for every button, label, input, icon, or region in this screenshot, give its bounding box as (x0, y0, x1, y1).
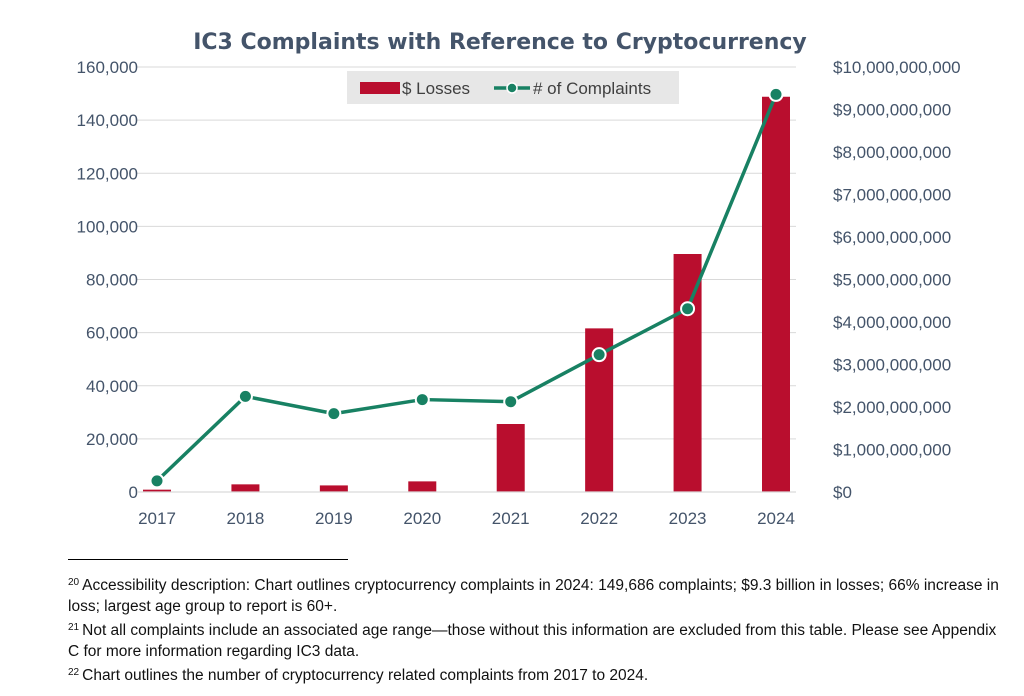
loss-bar (319, 485, 348, 492)
left-tick-label: 60,000 (86, 324, 138, 343)
complaints-line-layer (149, 86, 784, 489)
legend-swatch-losses (360, 82, 400, 94)
complaints-point (149, 473, 165, 489)
legend-label-losses: $ Losses (402, 79, 470, 98)
gridlines (137, 66, 796, 440)
left-tick-label: 100,000 (77, 217, 138, 236)
loss-bar (673, 254, 702, 492)
complaints-point (680, 301, 696, 317)
footnote-text: Not all complaints include an associated… (68, 622, 997, 660)
right-axis: $0 $1,000,000,000 $2,000,000,000 $3,000,000… (833, 58, 961, 502)
right-tick-label: $4,000,000,000 (833, 313, 951, 332)
x-tick-label: 2019 (315, 509, 353, 528)
chart: IC3 Complaints with Reference to Cryptoc… (77, 30, 961, 528)
chart-title: IC3 Complaints with Reference to Cryptoc… (193, 30, 807, 55)
loss-bar (762, 96, 790, 492)
left-tick-label: 140,000 (77, 111, 138, 130)
legend-label-complaints: # of Complaints (533, 79, 651, 98)
x-tick-label: 2017 (138, 509, 176, 528)
x-axis: 2017 2018 2019 2020 2021 2022 2023 2024 (137, 491, 796, 528)
footnote-number: 20 (68, 577, 80, 588)
x-tick-label: 2022 (580, 509, 618, 528)
footnote-number: 21 (68, 622, 80, 633)
right-tick-label: $8,000,000,000 (833, 143, 951, 162)
left-tick-label: 20,000 (86, 430, 138, 449)
right-tick-label: $7,000,000,000 (833, 186, 951, 205)
x-tick-label: 2023 (669, 509, 707, 528)
loss-bar (231, 484, 260, 492)
footnote-21: 21 Not all complaints include an associat… (68, 617, 1008, 662)
footnote-number: 22 (68, 667, 80, 678)
left-tick-label: 40,000 (86, 377, 138, 396)
x-tick-label: 2021 (492, 509, 530, 528)
complaints-point (326, 406, 342, 422)
complaints-point (237, 388, 253, 404)
left-tick-label: 160,000 (77, 58, 138, 77)
left-tick-label: 120,000 (77, 164, 138, 183)
right-tick-label: $0 (833, 483, 852, 502)
x-tick-label: 2020 (403, 509, 441, 528)
legend-swatch-complaints-marker (506, 82, 518, 94)
footnote-22: 22 Chart outlines the number of cryptocur… (68, 662, 1008, 686)
loss-bar (496, 424, 525, 492)
complaints-point (503, 394, 519, 410)
footnote-text: Accessibility description: Chart outline… (68, 577, 999, 615)
right-tick-label: $1,000,000,000 (833, 441, 951, 460)
left-tick-label: 0 (129, 483, 138, 502)
footnote-20: 20 Accessibility description: Chart outli… (68, 572, 1008, 617)
complaints-point (768, 86, 784, 102)
loss-bar (143, 489, 171, 492)
left-tick-label: 80,000 (86, 271, 138, 290)
right-tick-label: $9,000,000,000 (833, 101, 951, 120)
loss-bar (408, 481, 437, 492)
complaints-point (414, 392, 430, 408)
right-tick-label: $10,000,000,000 (833, 58, 961, 77)
x-tick-label: 2018 (227, 509, 265, 528)
footnotes: 20 Accessibility description: Chart outli… (68, 572, 1008, 686)
x-tick-label: 2024 (757, 509, 795, 528)
right-tick-label: $6,000,000,000 (833, 228, 951, 247)
complaints-line (155, 93, 778, 483)
right-tick-label: $5,000,000,000 (833, 271, 951, 290)
footnote-separator (68, 559, 348, 560)
right-tick-label: $3,000,000,000 (833, 356, 951, 375)
right-tick-label: $2,000,000,000 (833, 398, 951, 417)
legend: $ Losses # of Complaints (347, 71, 679, 104)
footnote-text: Chart outlines the number of cryptocurre… (82, 667, 649, 684)
left-axis: 0 20,000 40,000 60,000 80,000 100,000 120,000 1… (77, 58, 138, 502)
complaints-point (591, 347, 607, 363)
